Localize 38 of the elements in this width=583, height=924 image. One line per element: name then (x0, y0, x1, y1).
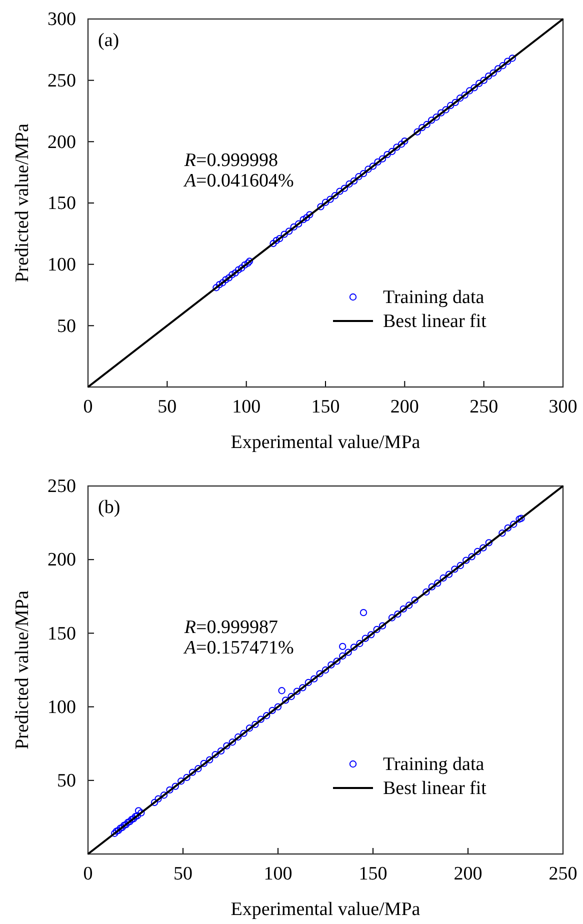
annotation: R=0.999987 (183, 617, 278, 638)
x-tick-label: 150 (358, 863, 388, 884)
y-tick-label: 250 (48, 70, 76, 92)
annotation: (a) (98, 30, 120, 51)
x-tick-label: 300 (548, 396, 578, 418)
y-tick-label: 50 (57, 770, 76, 792)
x-tick-label: 150 (311, 396, 340, 418)
annotation: A=0.157471% (182, 637, 294, 658)
y-axis-title: Predicted value/MPa (12, 123, 33, 282)
y-tick-label: 300 (48, 9, 76, 30)
x-axis-title: Experimental value/MPa (230, 432, 421, 453)
x-tick-label: 50 (174, 863, 192, 884)
legend-label: Training data (383, 287, 485, 308)
x-axis-title: Experimental value/MPa (230, 899, 421, 920)
x-tick-label: 200 (454, 863, 482, 884)
x-tick-label: 0 (83, 396, 93, 418)
y-tick-label: 100 (48, 696, 76, 718)
y-tick-label: 150 (48, 193, 76, 214)
annotation: A=0.041604% (182, 170, 294, 192)
y-tick-label: 100 (48, 254, 76, 276)
y-tick-label: 200 (48, 132, 76, 153)
x-tick-label: 100 (264, 863, 292, 884)
y-tick-label: 50 (57, 316, 76, 337)
x-tick-label: 50 (158, 396, 177, 418)
x-tick-label: 200 (390, 396, 419, 418)
x-tick-label: 250 (548, 863, 578, 884)
y-axis-title: Predicted value/MPa (12, 590, 33, 750)
annotation: (b) (98, 497, 120, 518)
legend-label: Best linear fit (383, 311, 488, 332)
x-tick-label: 250 (470, 396, 498, 418)
y-tick-label: 200 (48, 550, 76, 571)
legend-label: Training data (383, 754, 485, 775)
y-tick-label: 150 (48, 623, 76, 644)
annotation: R=0.999998 (183, 150, 278, 172)
y-tick-label: 250 (48, 476, 76, 498)
x-tick-label: 0 (83, 863, 93, 884)
legend-label: Best linear fit (383, 778, 488, 799)
x-tick-label: 100 (232, 396, 261, 418)
